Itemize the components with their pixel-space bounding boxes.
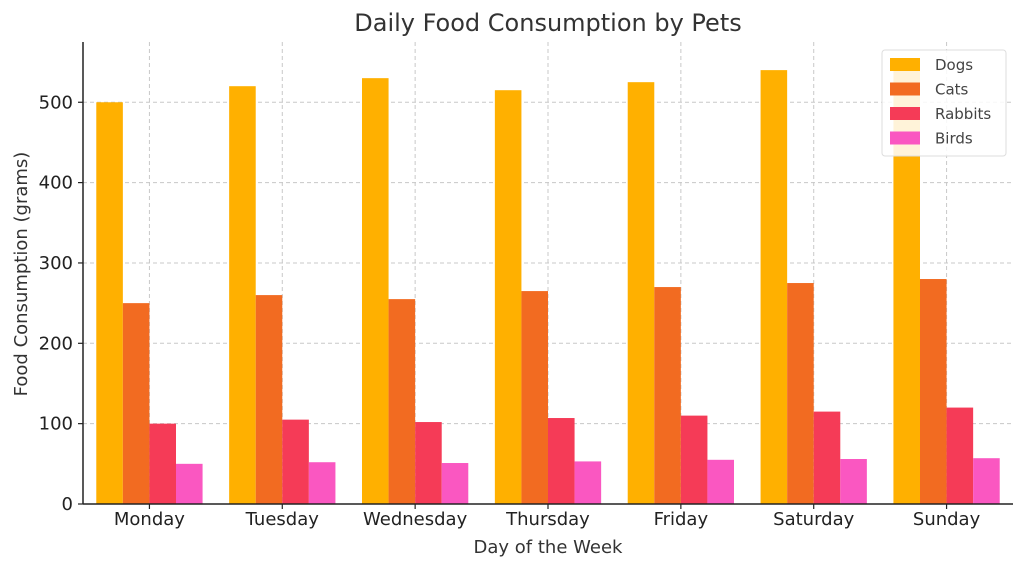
bar-dogs-tuesday <box>229 86 256 504</box>
legend-swatch-dogs <box>890 58 920 71</box>
x-tick-label: Thursday <box>505 509 590 530</box>
bar-cats-tuesday <box>255 295 283 504</box>
bar-rabbits-thursday <box>548 418 575 504</box>
bar-birds-thursday <box>574 461 602 504</box>
bar-cats-monday <box>122 303 150 504</box>
y-tick-label: 400 <box>39 173 73 194</box>
x-tick-label: Sunday <box>913 509 981 530</box>
y-tick-label: 500 <box>39 92 73 113</box>
x-tick-label: Tuesday <box>245 509 320 530</box>
bar-birds-monday <box>176 463 203 504</box>
x-tick-label: Saturday <box>773 509 854 530</box>
bar-birds-tuesday <box>308 462 336 504</box>
bar-cats-saturday <box>787 283 814 504</box>
y-tick-label: 100 <box>39 414 73 435</box>
bar-birds-friday <box>707 459 734 504</box>
bars <box>96 62 1000 505</box>
bar-rabbits-monday <box>149 423 176 504</box>
bar-cats-friday <box>654 287 681 504</box>
tick-labels: 0 100 200 300 400 500 Monday Tuesday Wednesday Th… <box>39 92 981 530</box>
bar-cats-wednesday <box>388 299 416 504</box>
bar-rabbits-tuesday <box>282 419 309 504</box>
x-tick-label: Monday <box>114 509 185 530</box>
bar-birds-saturday <box>840 459 867 504</box>
y-tick-label: 200 <box>39 333 73 354</box>
legend-label-birds: Birds <box>935 130 973 148</box>
x-tick-label: Friday <box>654 509 709 530</box>
bar-cats-sunday <box>920 279 947 504</box>
y-axis-label: Food Consumption (grams) <box>11 152 32 397</box>
legend-box <box>881 49 1007 157</box>
bar-dogs-friday <box>627 82 655 504</box>
legend-swatch-birds <box>890 131 920 145</box>
bar-rabbits-saturday <box>813 411 841 504</box>
bar-dogs-saturday <box>760 70 788 505</box>
bar-birds-wednesday <box>441 463 469 504</box>
legend-label-dogs: Dogs <box>935 56 973 74</box>
bar-birds-sunday <box>973 458 1000 504</box>
bar-cats-thursday <box>521 291 548 504</box>
x-axis-label: Day of the Week <box>474 537 623 558</box>
y-tick-label: 0 <box>62 494 73 515</box>
bar-rabbits-friday <box>680 415 708 504</box>
legend-swatch-rabbits <box>890 107 920 120</box>
legend-swatch-cats <box>890 82 920 96</box>
bar-dogs-thursday <box>494 90 522 505</box>
bar-dogs-wednesday <box>362 78 389 504</box>
legend: Dogs Cats Rabbits Birds <box>881 49 1007 157</box>
x-tick-label: Wednesday <box>363 509 468 530</box>
legend-label-cats: Cats <box>935 81 969 99</box>
bar-rabbits-sunday <box>946 407 974 504</box>
bar-rabbits-wednesday <box>415 422 442 504</box>
chart-title: Daily Food Consumption by Pets <box>354 9 741 37</box>
legend-label-rabbits: Rabbits <box>935 105 991 123</box>
bar-dogs-monday <box>96 102 123 505</box>
y-tick-label: 300 <box>39 253 73 274</box>
